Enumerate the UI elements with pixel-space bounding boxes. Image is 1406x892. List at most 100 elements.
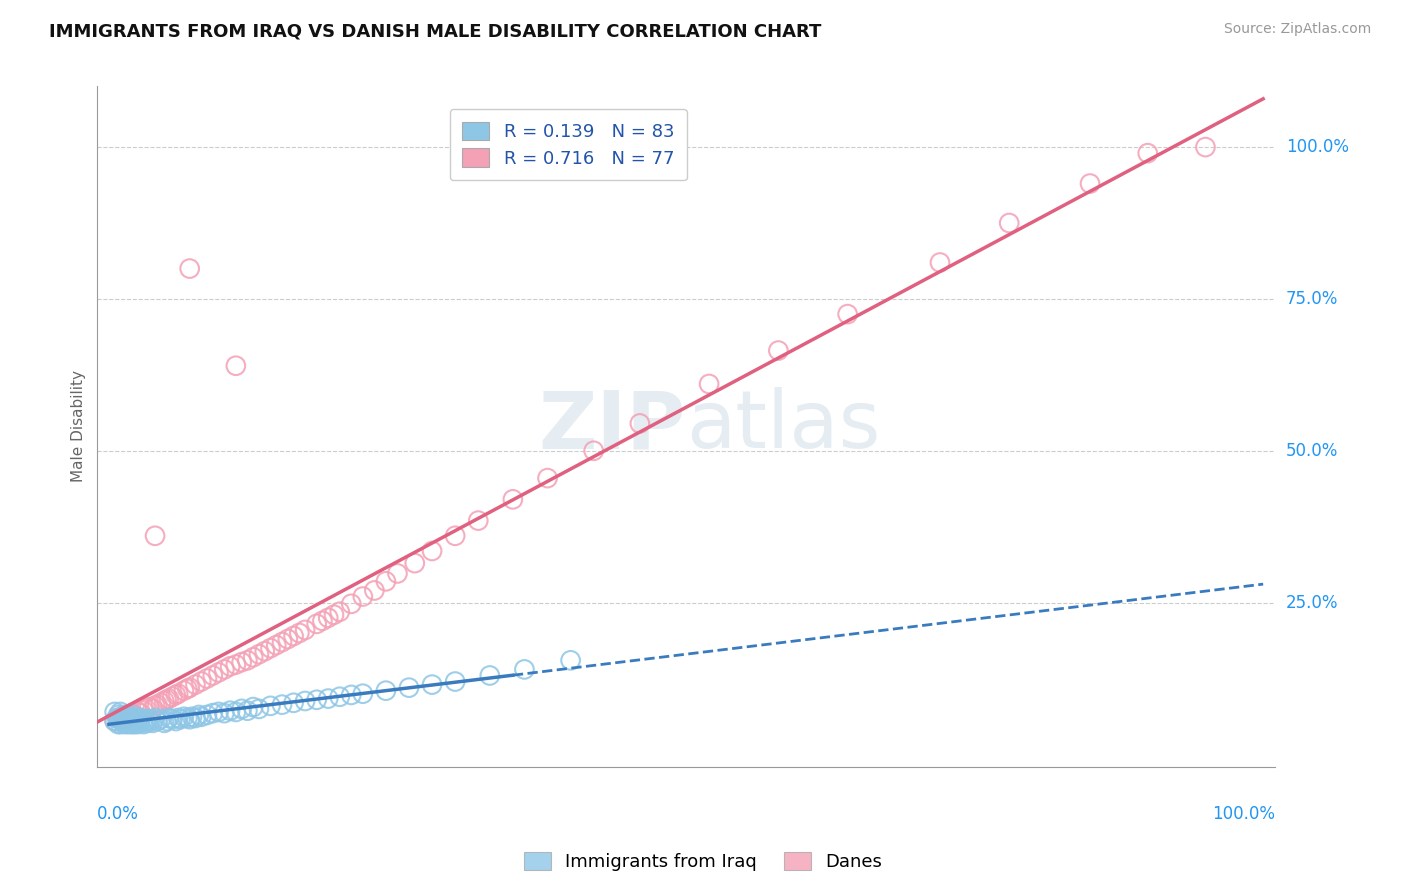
Point [323, 607, 346, 622]
Point [560, 653, 582, 667]
Point [195, 708, 218, 723]
Point [127, 712, 149, 726]
Point [115, 711, 138, 725]
Point [176, 681, 198, 696]
Text: 25.0%: 25.0% [1286, 593, 1339, 612]
Point [478, 668, 501, 682]
Point [110, 712, 132, 726]
Point [225, 705, 247, 719]
Point [181, 710, 204, 724]
Point [104, 705, 127, 719]
Point [104, 714, 127, 728]
Point [107, 711, 129, 725]
Point [114, 717, 136, 731]
Point [162, 690, 184, 704]
Text: 100.0%: 100.0% [1212, 805, 1275, 823]
Point [225, 657, 247, 672]
Point [283, 629, 305, 643]
Point [247, 702, 270, 716]
Point [142, 702, 165, 716]
Point [187, 708, 209, 723]
Point [108, 712, 131, 726]
Point [288, 626, 311, 640]
Point [104, 714, 127, 728]
Point [340, 688, 363, 702]
Point [125, 715, 148, 730]
Point [329, 690, 352, 704]
Point [219, 704, 242, 718]
Point [142, 715, 165, 730]
Point [582, 443, 605, 458]
Point [253, 644, 276, 658]
Point [173, 710, 195, 724]
Point [110, 711, 132, 725]
Point [153, 715, 176, 730]
Point [277, 632, 299, 646]
Point [190, 674, 212, 689]
Point [114, 712, 136, 726]
Text: 75.0%: 75.0% [1286, 290, 1339, 308]
Point [352, 590, 374, 604]
Point [112, 712, 135, 726]
Point [231, 702, 253, 716]
Point [697, 376, 720, 391]
Point [121, 714, 143, 728]
Point [271, 698, 294, 712]
Point [363, 583, 385, 598]
Point [201, 706, 224, 720]
Point [129, 715, 152, 730]
Point [352, 687, 374, 701]
Point [143, 711, 166, 725]
Point [444, 529, 467, 543]
Point [176, 711, 198, 725]
Point [214, 662, 236, 676]
Point [135, 714, 157, 728]
Point [242, 700, 264, 714]
Text: atlas: atlas [686, 387, 880, 466]
Text: 0.0%: 0.0% [97, 805, 139, 823]
Point [167, 711, 190, 725]
Point [404, 556, 426, 570]
Point [111, 711, 134, 725]
Point [420, 677, 443, 691]
Point [135, 702, 157, 716]
Point [149, 712, 172, 726]
Point [513, 662, 536, 676]
Point [115, 715, 138, 730]
Point [340, 597, 363, 611]
Point [153, 694, 176, 708]
Point [294, 694, 316, 708]
Point [219, 659, 242, 673]
Point [112, 708, 135, 723]
Point [259, 641, 281, 656]
Point [111, 715, 134, 730]
Point [138, 700, 160, 714]
Point [225, 359, 247, 373]
Point [398, 681, 420, 695]
Point [120, 711, 142, 725]
Point [444, 674, 467, 689]
Point [146, 698, 169, 712]
Point [1136, 146, 1159, 161]
Point [118, 712, 141, 726]
Point [169, 712, 191, 726]
Point [110, 717, 132, 731]
Point [190, 710, 212, 724]
Point [107, 708, 129, 723]
Point [998, 216, 1021, 230]
Point [115, 710, 138, 724]
Point [155, 693, 177, 707]
Point [132, 712, 155, 726]
Point [162, 712, 184, 726]
Point [271, 635, 294, 649]
Point [294, 623, 316, 637]
Point [536, 471, 558, 485]
Point [110, 705, 132, 719]
Point [929, 255, 952, 269]
Point [146, 714, 169, 728]
Point [184, 711, 207, 725]
Point [316, 691, 339, 706]
Point [122, 712, 145, 726]
Text: Source: ZipAtlas.com: Source: ZipAtlas.com [1223, 22, 1371, 37]
Point [124, 711, 146, 725]
